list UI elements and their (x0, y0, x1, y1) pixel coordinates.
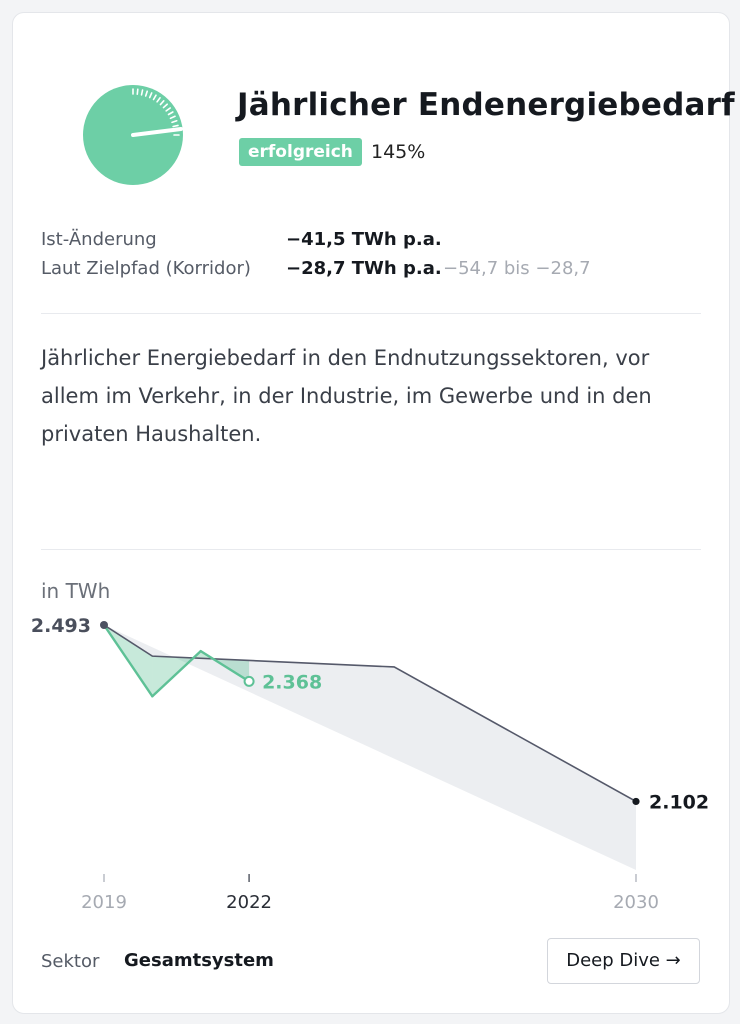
ist-line-segment (199, 649, 251, 683)
divider (41, 313, 701, 314)
gauge-tick (140, 89, 144, 96)
gauge-tick (165, 107, 172, 112)
value-label: 2.368 (262, 671, 322, 693)
status-badge: erfolgreich (239, 138, 362, 166)
ist-endpoint-marker (243, 675, 255, 687)
gauge-tick (169, 115, 176, 120)
unit-label: in TWh (41, 579, 111, 603)
gauge-tick (172, 124, 179, 128)
page-title: Jährlicher Endenergiebedarf (237, 87, 735, 123)
ist-below-target-area (104, 625, 153, 697)
gauge-tick (152, 94, 157, 101)
gauge-tick (144, 90, 149, 97)
gauge-tick (171, 119, 178, 124)
target-corridor-area (104, 625, 636, 870)
description: Jährlicher Energiebedarf in den Endnutzu… (41, 346, 652, 446)
gauge-needle (131, 127, 183, 137)
x-tick-label: 2022 (226, 892, 272, 913)
divider (41, 549, 701, 550)
gauge-ticks (132, 88, 180, 136)
ist-below-target-area (152, 651, 201, 697)
achievement-percentage: 145% (371, 141, 426, 163)
gauge-tick (136, 88, 139, 96)
gauge-tick (162, 103, 168, 109)
ist-line-segment (102, 623, 154, 698)
zielpfad-point-marker (632, 797, 640, 806)
value-label: 2.102 (649, 791, 709, 813)
x-tick-label: 2030 (613, 892, 659, 913)
ist-line-segment (151, 649, 202, 698)
deep-dive-button[interactable]: Deep Dive → (547, 938, 700, 984)
x-tick-label: 2019 (81, 892, 127, 913)
indicator-card: Jährlicher Endenergiebedarf erfolgreich … (12, 12, 735, 1014)
zielpfad-point-marker (100, 621, 108, 629)
gauge-tick (159, 100, 165, 106)
ist-change-value: −41,5 TWh p.a. (286, 229, 442, 250)
gauge-tick (148, 92, 153, 99)
ist-below-target-area (200, 651, 250, 682)
sector-label: Sektor (41, 951, 100, 972)
target-path-value: −28,7 TWh p.a. (286, 258, 442, 279)
gauge-icon (83, 85, 183, 185)
gauge-tick (156, 96, 161, 103)
gauge-tick (167, 111, 174, 116)
target-path-label: Laut Zielpfad (Korridor) (41, 258, 251, 279)
ist-change-label: Ist-Änderung (41, 229, 157, 250)
sector-value: Gesamtsystem (124, 950, 274, 971)
target-corridor-range: −54,7 bis −28,7 (443, 258, 591, 279)
zielpfad-line (103, 624, 637, 803)
value-label: 2.493 (31, 615, 91, 637)
